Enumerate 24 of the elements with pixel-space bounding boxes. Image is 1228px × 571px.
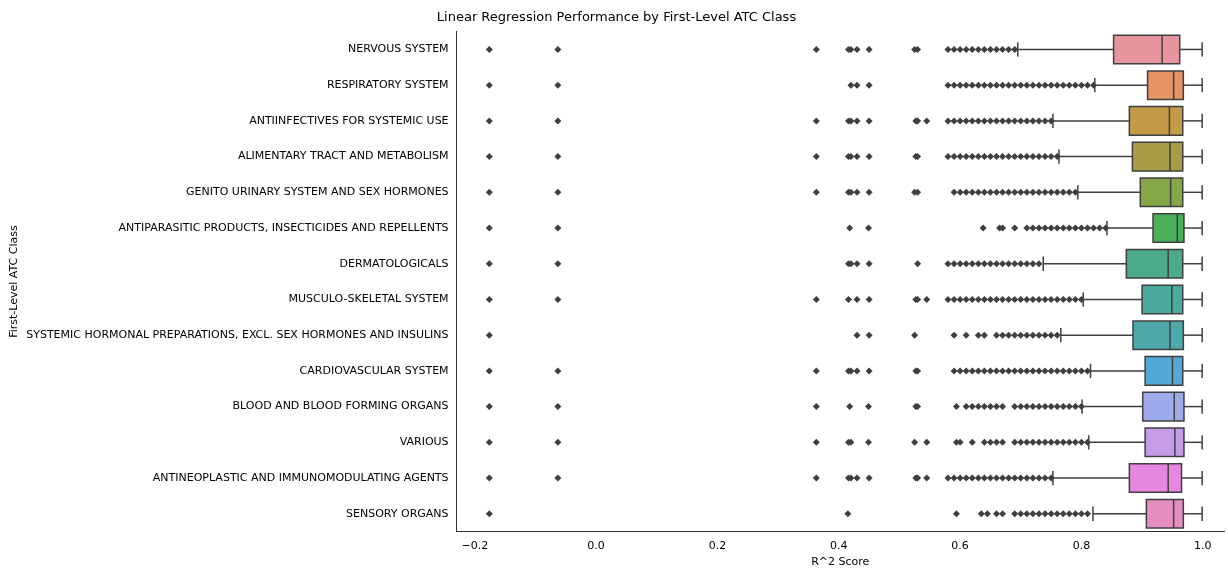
y-tick-label: BLOOD AND BLOOD FORMING ORGANS: [232, 399, 449, 413]
y-axis-title: First-Level ATC Class: [7, 225, 21, 338]
y-tick-label: MUSCULO-SKELETAL SYSTEM: [288, 292, 449, 306]
y-tick-label: ANTIINFECTIVES FOR SYSTEMIC USE: [249, 113, 449, 127]
y-tick-label: RESPIRATORY SYSTEM: [326, 78, 449, 92]
y-tick-label: SYSTEMIC HORMONAL PREPARATIONS, EXCL. SEX HORMONES AND INSULINS: [26, 328, 449, 342]
y-tick-label: VARIOUS: [399, 435, 449, 449]
x-tick-label: 0.2: [708, 539, 727, 553]
x-tick-label: −0.2: [461, 539, 489, 553]
y-tick-label: ALIMENTARY TRACT AND METABOLISM: [237, 149, 449, 163]
x-tick-label: 0.8: [1072, 539, 1091, 553]
x-tick-label: 1.0: [1194, 539, 1212, 553]
y-tick-label: SENSORY ORGANS: [346, 506, 449, 520]
y-tick-label: NERVOUS SYSTEM: [347, 42, 449, 56]
y-tick-label: ANTIPARASITIC PRODUCTS, INSECTICIDES AND REPELLENTS: [118, 220, 449, 234]
x-axis-title: R^2 Score: [811, 555, 870, 569]
x-tick-label: 0.4: [830, 539, 848, 553]
y-tick-label: GENITO URINARY SYSTEM AND SEX HORMONES: [186, 185, 449, 199]
y-tick-label: DERMATOLOGICALS: [339, 256, 449, 270]
x-tick-label: 0.6: [951, 539, 969, 553]
y-tick-label: ANTINEOPLASTIC AND IMMUNOMODULATING AGENTS: [152, 470, 449, 484]
y-tick-label: CARDIOVASCULAR SYSTEM: [299, 363, 449, 377]
x-tick-label: 0.0: [587, 539, 605, 553]
chart-title: Linear Regression Performance by First-Level ATC Class: [436, 9, 797, 25]
